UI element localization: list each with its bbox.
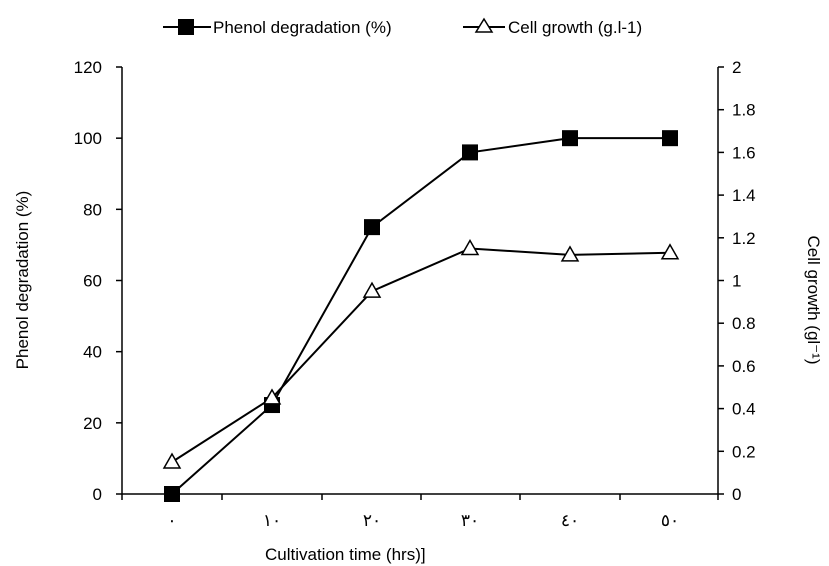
left-tick-label: 60 bbox=[83, 272, 102, 291]
x-tick-label: ١٠ bbox=[263, 511, 281, 530]
left-tick-label: 0 bbox=[93, 485, 102, 504]
right-tick-label: 1 bbox=[732, 272, 741, 291]
x-axis-ticks: ٠ ١٠ ٢٠ ٣٠ ٤٠ ٥٠ bbox=[121, 494, 719, 530]
data-point-cell-2 bbox=[362, 281, 382, 298]
data-point-phenol-0 bbox=[164, 486, 180, 502]
right-tick-label: 0 bbox=[732, 485, 741, 504]
legend-marker-phenol bbox=[178, 19, 194, 35]
left-tick-label: 40 bbox=[83, 343, 102, 362]
legend-marker-cell bbox=[474, 17, 494, 33]
x-tick-label: ٠ bbox=[167, 511, 176, 530]
legend-label-phenol: Phenol degradation (%) bbox=[213, 18, 392, 37]
series-line-0 bbox=[171, 137, 670, 495]
right-tick-label: 1.8 bbox=[732, 101, 756, 120]
right-tick-label: 2 bbox=[732, 58, 741, 77]
series-layer bbox=[162, 130, 680, 502]
left-axis-ticks: 0 20 40 60 80 100 120 bbox=[74, 58, 122, 504]
right-tick-label: 1.2 bbox=[732, 229, 756, 248]
x-tick-label: ٤٠ bbox=[561, 511, 579, 530]
left-tick-label: 20 bbox=[83, 414, 102, 433]
data-point-phenol-4 bbox=[562, 130, 578, 147]
data-point-cell-4 bbox=[560, 245, 580, 262]
right-axis-title: Cell growth (gl⁻¹) bbox=[804, 236, 823, 365]
data-point-cell-0 bbox=[162, 452, 182, 469]
data-point-cell-1 bbox=[262, 388, 282, 405]
right-tick-label: 0.2 bbox=[732, 442, 756, 461]
legend: Phenol degradation (%) Cell growth (g.l-… bbox=[163, 17, 642, 37]
right-axis-ticks: 0 0.2 0.4 0.6 0.8 1 1.2 1.4 1.6 1.8 2 bbox=[718, 58, 756, 504]
legend-label-cell: Cell growth (g.l-1) bbox=[508, 18, 642, 37]
right-tick-label: 1.4 bbox=[732, 186, 756, 205]
x-tick-label: ٥٠ bbox=[661, 511, 679, 530]
series-line-1 bbox=[171, 247, 671, 463]
x-tick-label: ٣٠ bbox=[461, 511, 479, 530]
right-tick-label: 1.6 bbox=[732, 143, 756, 162]
data-point-phenol-5 bbox=[662, 130, 678, 147]
left-tick-label: 100 bbox=[74, 129, 102, 148]
data-point-phenol-2 bbox=[364, 219, 380, 236]
x-tick-label: ٢٠ bbox=[363, 511, 381, 530]
right-tick-label: 0.6 bbox=[732, 357, 756, 376]
x-axis-title: Cultivation time (hrs)] bbox=[265, 545, 426, 564]
data-point-phenol-3 bbox=[462, 144, 478, 161]
right-tick-label: 0.8 bbox=[732, 314, 756, 333]
left-tick-label: 120 bbox=[74, 58, 102, 77]
left-tick-label: 80 bbox=[83, 200, 102, 219]
right-tick-label: 0.4 bbox=[732, 400, 756, 419]
data-point-cell-3 bbox=[460, 238, 480, 256]
left-axis-title: Phenol degradation (%) bbox=[13, 191, 32, 370]
data-point-cell-5 bbox=[660, 243, 680, 260]
